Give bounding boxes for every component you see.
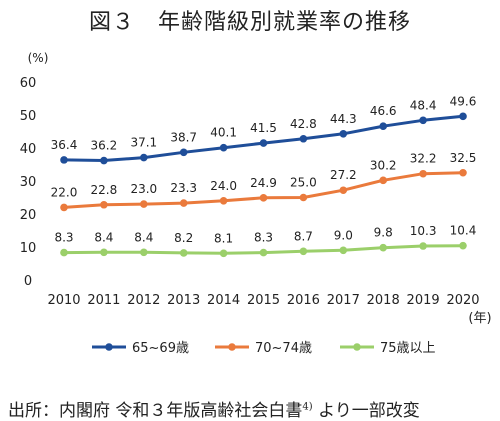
y-tick-label: 30 (20, 175, 37, 190)
data-label: 9.8 (374, 226, 393, 240)
data-point (140, 200, 148, 208)
chart-title: 図３ 年齢階級別就業率の推移 (88, 10, 411, 35)
legend-marker (105, 343, 113, 351)
source-text: 出所：内閣府 令和３年版高齢社会白書 (8, 401, 303, 421)
data-point (299, 247, 308, 256)
data-label: 27.2 (330, 168, 357, 182)
y-tick-label: 0 (24, 274, 32, 289)
data-point (419, 242, 427, 250)
data-point (259, 194, 268, 202)
data-point (219, 143, 228, 152)
data-point (379, 176, 388, 185)
data-label: 23.0 (130, 182, 157, 196)
data-point (179, 148, 188, 157)
x-tick-label: 2014 (207, 293, 240, 308)
data-label: 42.8 (290, 117, 317, 131)
data-label: 48.4 (410, 98, 437, 112)
y-tick-label: 10 (20, 241, 37, 256)
data-point (140, 248, 148, 257)
data-label: 38.7 (170, 130, 197, 144)
data-point (339, 130, 348, 138)
data-label: 23.3 (170, 181, 197, 195)
x-tick-label: 2016 (287, 293, 320, 308)
x-tick-label: 2015 (247, 293, 280, 308)
data-point (339, 246, 348, 255)
data-label: 10.3 (410, 224, 437, 238)
x-tick-label: 2010 (47, 293, 80, 308)
data-label: 8.7 (294, 229, 313, 243)
data-label: 10.4 (450, 224, 477, 238)
data-point (379, 122, 388, 131)
data-label: 22.0 (51, 185, 78, 199)
x-tick-label: 2019 (407, 293, 440, 308)
legend-marker (353, 343, 361, 351)
y-tick-label: 50 (20, 109, 37, 124)
x-tick-label: 2012 (127, 293, 160, 308)
y-tick-label: 40 (20, 142, 37, 157)
data-label: 8.3 (54, 231, 73, 245)
y-unit-label: (%) (28, 51, 49, 65)
data-point (299, 134, 308, 143)
data-point (60, 248, 68, 257)
data-point (419, 169, 427, 178)
data-label: 8.3 (254, 231, 273, 245)
source-note: 出所：内閣府 令和３年版高齢社会白書4) より一部改変 (8, 396, 420, 421)
data-point (459, 168, 467, 177)
x-tick-label: 2018 (367, 293, 400, 308)
data-point (339, 186, 348, 195)
data-point (219, 249, 228, 258)
data-label: 36.4 (51, 138, 78, 152)
data-label: 32.5 (450, 151, 477, 165)
data-point (459, 241, 467, 250)
data-label: 22.8 (91, 183, 118, 197)
data-label: 25.0 (290, 176, 317, 190)
data-point (60, 156, 68, 164)
source-suffix: より一部改変 (312, 401, 420, 421)
source-footnote: 4) (302, 401, 313, 413)
data-label: 36.2 (91, 139, 118, 153)
data-label: 8.4 (134, 230, 153, 244)
data-label: 37.1 (130, 136, 157, 150)
legend-label: 65~69歳 (132, 341, 189, 356)
data-point (140, 153, 148, 162)
data-point (259, 248, 268, 257)
data-point (379, 243, 388, 252)
legend-label: 70~74歳 (255, 341, 312, 356)
data-label: 9.0 (334, 228, 353, 242)
x-tick-label: 2020 (446, 293, 479, 308)
x-tick-label: 2013 (167, 293, 200, 308)
data-label: 8.4 (94, 230, 113, 244)
x-tick-label: 2011 (87, 293, 120, 308)
data-label: 44.3 (330, 112, 357, 126)
line-chart: 0 10 20 30 40 50 60 (%) 2010 2011 2012 2013 2014 2015… (20, 51, 492, 356)
y-tick-label: 60 (20, 76, 37, 91)
data-label: 24.0 (210, 179, 237, 193)
legend-marker (228, 343, 236, 351)
data-label: 8.2 (174, 231, 193, 245)
data-point (179, 199, 188, 207)
x-tick-label: 2017 (327, 293, 360, 308)
data-label: 46.6 (370, 104, 397, 118)
data-point (100, 248, 108, 257)
data-label: 40.1 (210, 126, 237, 140)
x-unit-label: (年) (468, 311, 491, 326)
data-label: 24.9 (250, 176, 277, 190)
data-point (179, 249, 188, 257)
data-point (459, 112, 467, 121)
data-point (60, 203, 68, 212)
data-label: 49.6 (450, 94, 477, 108)
data-label: 8.1 (214, 231, 233, 245)
y-tick-label: 20 (20, 208, 37, 223)
data-point (100, 156, 108, 165)
data-point (259, 139, 268, 147)
data-point (419, 116, 427, 125)
legend-label: 75歳以上 (380, 341, 436, 356)
data-point (299, 193, 308, 202)
data-label: 32.2 (410, 152, 437, 166)
data-point (219, 197, 228, 205)
data-point (100, 200, 108, 209)
data-label: 41.5 (250, 121, 277, 135)
data-label: 30.2 (370, 158, 397, 172)
